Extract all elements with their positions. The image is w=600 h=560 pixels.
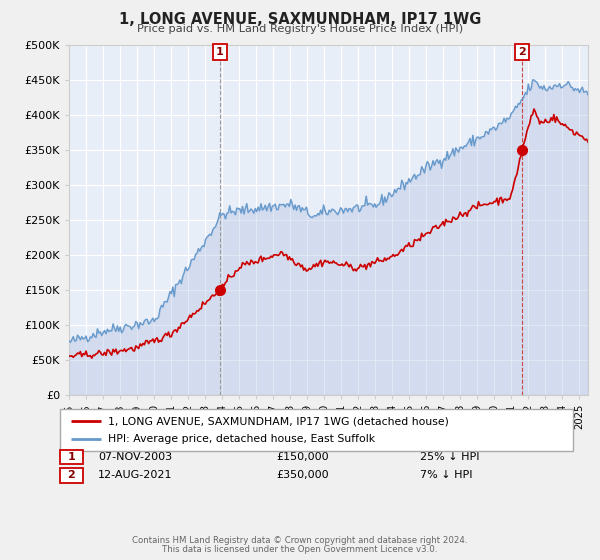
Text: 07-NOV-2003: 07-NOV-2003	[98, 452, 172, 462]
Text: 7% ↓ HPI: 7% ↓ HPI	[420, 470, 473, 480]
Text: £150,000: £150,000	[276, 452, 329, 462]
Text: 2: 2	[68, 470, 75, 480]
Text: HPI: Average price, detached house, East Suffolk: HPI: Average price, detached house, East…	[108, 434, 375, 444]
Text: 1: 1	[68, 452, 75, 462]
Text: 12-AUG-2021: 12-AUG-2021	[98, 470, 172, 480]
Text: 1, LONG AVENUE, SAXMUNDHAM, IP17 1WG (detached house): 1, LONG AVENUE, SAXMUNDHAM, IP17 1WG (de…	[108, 417, 449, 426]
Text: 1: 1	[216, 47, 223, 57]
Text: 2: 2	[518, 47, 526, 57]
Text: 25% ↓ HPI: 25% ↓ HPI	[420, 452, 479, 462]
Text: This data is licensed under the Open Government Licence v3.0.: This data is licensed under the Open Gov…	[163, 545, 437, 554]
Text: Price paid vs. HM Land Registry's House Price Index (HPI): Price paid vs. HM Land Registry's House …	[137, 24, 463, 34]
Text: 1, LONG AVENUE, SAXMUNDHAM, IP17 1WG: 1, LONG AVENUE, SAXMUNDHAM, IP17 1WG	[119, 12, 481, 27]
Text: Contains HM Land Registry data © Crown copyright and database right 2024.: Contains HM Land Registry data © Crown c…	[132, 536, 468, 545]
Text: £350,000: £350,000	[276, 470, 329, 480]
